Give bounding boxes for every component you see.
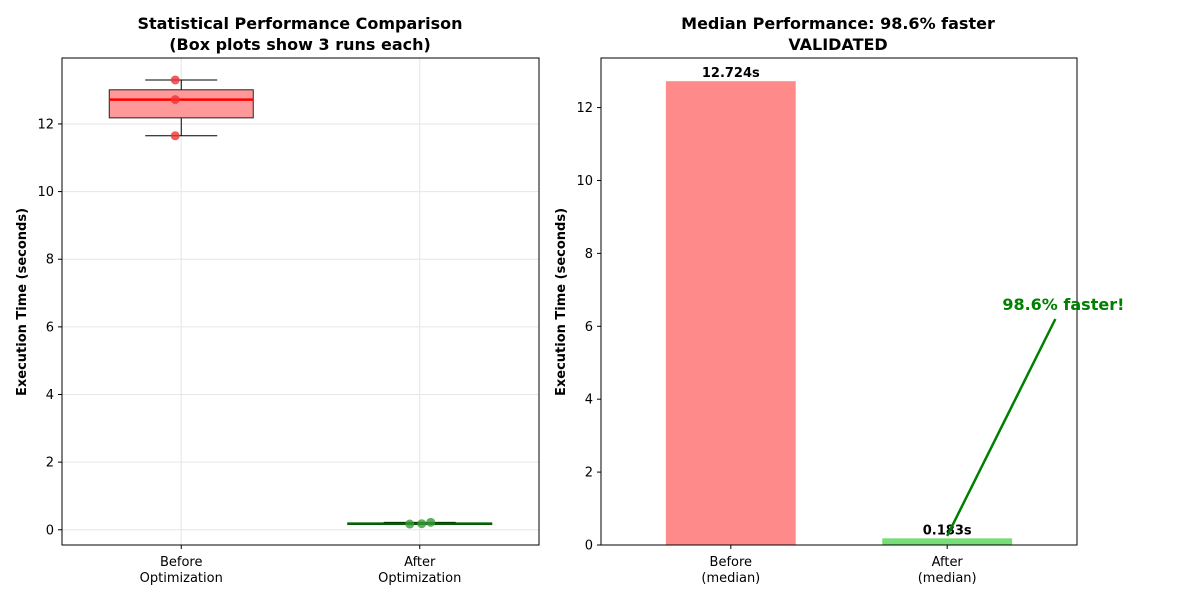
left-x-tick-label: After Optimization xyxy=(378,555,461,586)
box-data-point xyxy=(405,519,415,529)
left-y-tick-label: 0 xyxy=(46,523,54,538)
box-data-point xyxy=(170,131,180,141)
annotation-text: 98.6% faster! xyxy=(1002,295,1124,314)
left-y-tick-label: 8 xyxy=(46,253,54,268)
right-categories: Before (median) After (median) xyxy=(701,555,976,586)
right-y-tick-label: 2 xyxy=(585,466,593,481)
right-subtitle: VALIDATED xyxy=(788,35,887,54)
right-ticks: 0 2 4 6 8 10 12 xyxy=(576,101,948,554)
right-panel: Median Performance: 98.6% faster VALIDAT… xyxy=(554,14,1124,586)
left-y-axis-label: Execution Time (seconds) xyxy=(15,208,30,396)
bar-value-label: 0.183s xyxy=(923,523,972,538)
annotation-arrow xyxy=(946,318,1057,537)
bar-value-label: 12.724s xyxy=(702,66,760,81)
left-y-tick-label: 6 xyxy=(46,320,54,335)
right-y-tick-label: 4 xyxy=(585,393,593,408)
right-y-tick-label: 10 xyxy=(576,174,593,189)
left-grid xyxy=(62,58,539,545)
left-panel: Statistical Performance Comparison (Box … xyxy=(15,14,540,586)
right-title: Median Performance: 98.6% faster xyxy=(681,14,995,33)
right-y-tick-label: 6 xyxy=(585,320,593,335)
right-y-tick-label: 12 xyxy=(576,101,593,116)
left-x-tick-label: Before Optimization xyxy=(140,555,223,586)
right-x-tick-label: After (median) xyxy=(918,555,977,586)
left-y-tick-label: 12 xyxy=(37,117,54,132)
box-data-point xyxy=(170,95,180,105)
left-y-tick-label: 10 xyxy=(37,185,54,200)
left-ticks: 0 2 4 6 8 10 12 xyxy=(37,117,421,549)
box-data-point xyxy=(170,75,180,85)
left-plot-frame xyxy=(61,57,540,546)
left-subtitle: (Box plots show 3 runs each) xyxy=(169,35,431,54)
right-marks: 12.724s 0.183s xyxy=(665,66,1013,545)
box-data-point xyxy=(426,517,436,527)
right-y-axis-label: Execution Time (seconds) xyxy=(554,208,569,396)
right-y-tick-label: 0 xyxy=(585,539,593,554)
left-categories: Before Optimization After Optimization xyxy=(140,555,462,586)
bar xyxy=(665,81,796,545)
right-y-tick-label: 8 xyxy=(585,247,593,262)
left-y-tick-label: 4 xyxy=(46,388,54,403)
right-annotation: 98.6% faster! xyxy=(946,295,1124,537)
right-plot-frame xyxy=(600,57,1078,546)
left-marks xyxy=(108,75,493,529)
bar xyxy=(882,538,1013,545)
right-x-tick-label: Before (median) xyxy=(701,555,760,586)
left-title: Statistical Performance Comparison xyxy=(137,14,462,33)
left-y-tick-label: 2 xyxy=(46,456,54,471)
box-data-point xyxy=(417,519,427,529)
box-body xyxy=(108,89,254,119)
